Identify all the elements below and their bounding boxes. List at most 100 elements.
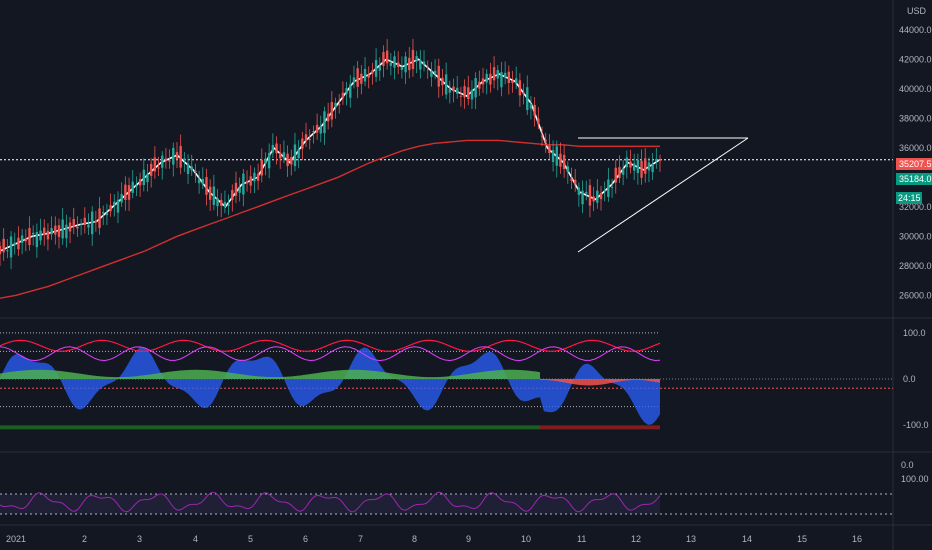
candle-body xyxy=(481,78,485,85)
candle-body xyxy=(98,208,101,228)
candle-body xyxy=(43,227,46,236)
candle-body xyxy=(647,162,651,171)
x-tick-label: 2021 xyxy=(6,534,26,544)
candle-body xyxy=(72,218,75,227)
candle-body xyxy=(603,190,606,192)
candle-body xyxy=(573,179,577,184)
candle-body xyxy=(349,84,352,98)
current-price-text: 35184.0 xyxy=(899,174,932,184)
current-price-tag xyxy=(896,173,932,185)
candle-body xyxy=(533,104,536,116)
price-tick-label: 32000.0 xyxy=(899,202,932,212)
candle-body xyxy=(492,67,496,81)
candle-body xyxy=(264,158,267,164)
candle-body xyxy=(625,157,629,168)
candle-body xyxy=(282,152,286,159)
candle-body xyxy=(124,184,127,200)
candle-body xyxy=(644,158,647,174)
candle-body xyxy=(297,149,300,159)
candle-body xyxy=(109,205,112,212)
candle-body xyxy=(135,185,138,187)
candle-body xyxy=(511,80,514,84)
candle-body xyxy=(65,224,68,239)
candle-body xyxy=(419,60,422,70)
candle-body xyxy=(197,179,201,184)
candle-body xyxy=(87,224,90,228)
rsi-pane xyxy=(0,491,893,515)
candle-body xyxy=(54,225,57,235)
candle-body xyxy=(389,62,393,66)
currency-label: USD xyxy=(907,6,927,16)
candle-body xyxy=(205,177,208,195)
candle-body xyxy=(360,73,363,84)
candle-body xyxy=(459,95,463,97)
candle-body xyxy=(515,78,518,84)
candle-body xyxy=(223,202,227,207)
candle-body xyxy=(441,77,444,86)
rsi-tick-label: 0.0 xyxy=(901,460,914,470)
candle-body xyxy=(470,90,474,100)
candle-body xyxy=(323,111,326,134)
price-pane xyxy=(0,38,893,299)
candle-body xyxy=(518,80,522,96)
candle-body xyxy=(338,104,341,106)
candle-body xyxy=(562,154,566,169)
osc-wave-area xyxy=(0,347,660,425)
candle-body xyxy=(540,135,544,137)
rsi-band xyxy=(0,494,660,514)
x-tick-label: 10 xyxy=(521,534,531,544)
candle-body xyxy=(17,237,20,250)
candle-body xyxy=(503,72,507,78)
candle-body xyxy=(68,222,72,232)
candle-body xyxy=(116,199,120,213)
osc-signal-red xyxy=(0,339,661,352)
candle-body xyxy=(179,145,182,168)
candle-body xyxy=(24,238,28,242)
candle-body xyxy=(415,56,418,62)
candle-body xyxy=(183,158,186,161)
candle-body xyxy=(345,88,348,94)
candle-body xyxy=(529,104,533,109)
candle-body xyxy=(596,190,599,203)
price-tick-label: 26000.0 xyxy=(899,290,932,300)
candle-body xyxy=(430,71,433,77)
candle-body xyxy=(452,86,455,92)
price-tick-label: 30000.0 xyxy=(899,231,932,241)
candle-body xyxy=(279,152,282,159)
candle-body xyxy=(658,159,662,161)
candle-body xyxy=(352,77,356,83)
candle-body xyxy=(31,232,35,235)
candle-body xyxy=(378,66,381,71)
candle-body xyxy=(164,158,168,161)
candle-body xyxy=(400,66,404,70)
candle-body xyxy=(474,78,477,98)
candle-body xyxy=(636,159,640,174)
candle-body xyxy=(570,178,573,181)
candle-body xyxy=(146,173,149,183)
candle-body xyxy=(448,88,452,93)
candle-body xyxy=(6,250,9,252)
x-tick-label: 13 xyxy=(686,534,696,544)
candle-body xyxy=(271,144,275,153)
candle-body xyxy=(426,66,429,68)
candle-body xyxy=(404,56,407,73)
candle-body xyxy=(397,62,400,67)
candle-body xyxy=(496,70,499,79)
candle-body xyxy=(585,191,588,194)
candle-body xyxy=(544,139,547,142)
candle-body xyxy=(526,87,529,111)
candle-body xyxy=(293,144,297,167)
x-tick-label: 9 xyxy=(466,534,471,544)
candle-body xyxy=(485,73,488,83)
candle-body xyxy=(260,159,263,176)
x-tick-label: 12 xyxy=(631,534,641,544)
candle-body xyxy=(422,61,426,65)
candle-body xyxy=(286,153,289,167)
candle-body xyxy=(551,150,555,162)
candle-body xyxy=(127,185,131,200)
countdown-tag xyxy=(896,192,922,204)
x-tick-label: 8 xyxy=(412,534,417,544)
candle-body xyxy=(253,172,256,182)
candle-body xyxy=(0,245,2,255)
candle-body xyxy=(607,179,610,197)
